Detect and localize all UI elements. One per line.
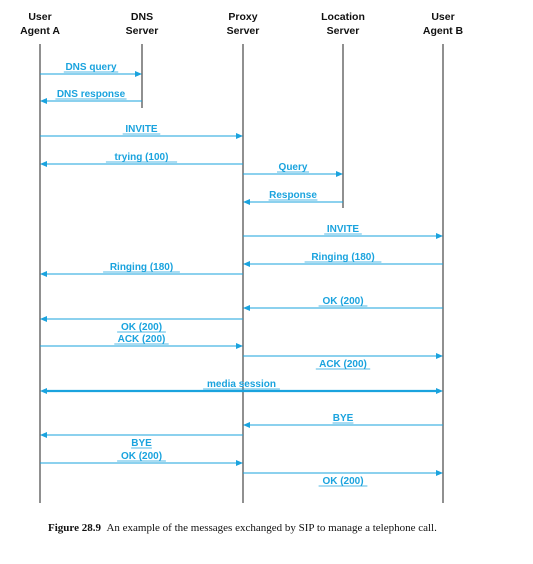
message-1-label: DNS query xyxy=(65,62,117,73)
message-15: BYE xyxy=(243,413,443,428)
message-13: ACK (200) xyxy=(243,353,443,370)
message-1: DNS query xyxy=(40,62,142,77)
message-5-arrowhead xyxy=(336,171,343,177)
message-11-arrowhead xyxy=(40,316,47,322)
message-9-label: Ringing (180) xyxy=(110,262,173,273)
message-17: OK (200) xyxy=(40,451,243,466)
message-17-arrowhead xyxy=(236,460,243,466)
participant-dns-role: Server xyxy=(126,25,159,37)
message-8-arrowhead xyxy=(243,261,250,267)
message-7-label: INVITE xyxy=(327,224,360,235)
message-3-label: INVITE xyxy=(125,124,158,135)
message-18-label: OK (200) xyxy=(322,476,363,487)
message-10-arrowhead xyxy=(243,305,250,311)
message-5: Query xyxy=(243,162,343,177)
participant-uaa-role: Agent A xyxy=(20,25,60,37)
message-16-label: BYE xyxy=(131,438,152,449)
participant-proxy-role: Server xyxy=(227,25,260,37)
messages: DNS query DNS response INVITE trying (100) Q… xyxy=(40,62,443,487)
participant-uab-name: User xyxy=(431,11,454,23)
message-16-arrowhead xyxy=(40,432,47,438)
message-10-label: OK (200) xyxy=(322,296,363,307)
message-14-arrowhead xyxy=(436,388,443,394)
figure-caption: Figure 28.9 An example of the messages e… xyxy=(48,521,488,535)
message-2-arrowhead xyxy=(40,98,47,104)
message-17-label: OK (200) xyxy=(121,451,162,462)
message-6: Response xyxy=(243,190,343,205)
participant-uaa-name: User xyxy=(28,11,51,23)
message-15-arrowhead xyxy=(243,422,250,428)
message-12-arrowhead xyxy=(236,343,243,349)
message-12: ACK (200) xyxy=(40,334,243,349)
message-16: BYE xyxy=(40,432,243,449)
message-4-label: trying (100) xyxy=(115,152,169,163)
message-7: INVITE xyxy=(243,224,443,239)
message-14-label: media session xyxy=(207,379,276,390)
message-6-arrowhead xyxy=(243,199,250,205)
participant-loc-name: Location xyxy=(321,11,365,23)
message-8-label: Ringing (180) xyxy=(311,252,374,263)
message-2: DNS response xyxy=(40,89,142,104)
message-12-label: ACK (200) xyxy=(118,334,166,345)
message-3: INVITE xyxy=(40,124,243,139)
message-10: OK (200) xyxy=(243,296,443,311)
message-13-arrowhead xyxy=(436,353,443,359)
participant-uab-role: Agent B xyxy=(423,25,464,37)
message-8: Ringing (180) xyxy=(243,252,443,267)
participant-proxy-name: Proxy xyxy=(228,11,257,23)
message-11: OK (200) xyxy=(40,316,243,333)
message-11-label: OK (200) xyxy=(121,322,162,333)
message-5-label: Query xyxy=(279,162,308,173)
message-18: OK (200) xyxy=(243,470,443,487)
message-18-arrowhead xyxy=(436,470,443,476)
message-4: trying (100) xyxy=(40,152,243,167)
sip-sequence-diagram: User Agent A DNS Server Proxy Server Location S… xyxy=(20,11,464,503)
figure-caption-text: An example of the messages exchanged by … xyxy=(106,522,437,534)
message-14-arrowhead-back xyxy=(40,388,47,394)
message-4-arrowhead xyxy=(40,161,47,167)
message-14: media session xyxy=(40,379,443,394)
message-7-arrowhead xyxy=(436,233,443,239)
participant-loc-role: Server xyxy=(327,25,360,37)
message-9-arrowhead xyxy=(40,271,47,277)
message-3-arrowhead xyxy=(236,133,243,139)
message-2-label: DNS response xyxy=(57,89,126,100)
figure-caption-label: Figure 28.9 xyxy=(48,522,101,534)
message-13-label: ACK (200) xyxy=(319,359,367,370)
message-9: Ringing (180) xyxy=(40,262,243,277)
message-6-label: Response xyxy=(269,190,317,201)
participant-dns-name: DNS xyxy=(131,11,153,23)
message-1-arrowhead xyxy=(135,71,142,77)
message-15-label: BYE xyxy=(333,413,354,424)
participant-headers: User Agent A DNS Server Proxy Server Location S… xyxy=(20,11,463,37)
